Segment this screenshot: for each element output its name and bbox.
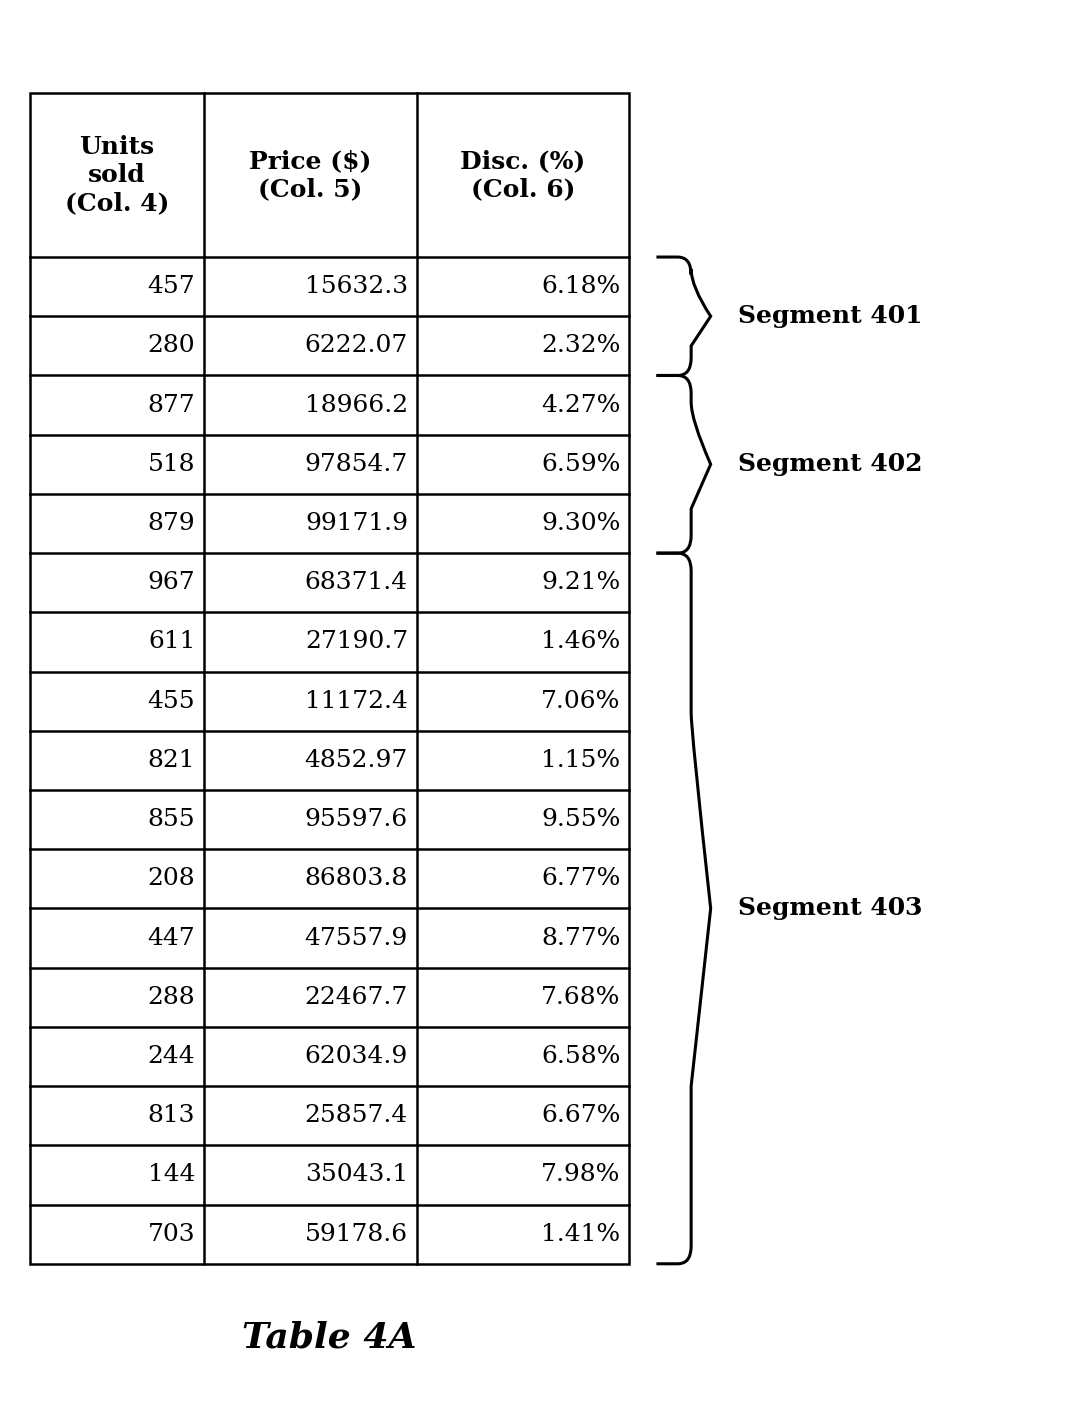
Text: Price ($)
(Col. 5): Price ($) (Col. 5) [250, 149, 371, 201]
Text: 280: 280 [148, 334, 195, 357]
Text: 455: 455 [148, 690, 195, 713]
Text: 703: 703 [148, 1222, 195, 1245]
Text: 6.59%: 6.59% [541, 453, 621, 476]
Text: 855: 855 [148, 808, 195, 831]
Text: 6222.07: 6222.07 [305, 334, 408, 357]
Text: Disc. (%)
(Col. 6): Disc. (%) (Col. 6) [460, 149, 586, 201]
Text: 288: 288 [148, 985, 195, 1008]
Text: 68371.4: 68371.4 [305, 571, 408, 594]
Text: 6.58%: 6.58% [541, 1045, 621, 1068]
Text: 9.30%: 9.30% [541, 513, 621, 536]
Text: 4852.97: 4852.97 [305, 748, 408, 773]
Text: Table 4A: Table 4A [242, 1321, 417, 1355]
Text: 821: 821 [148, 748, 195, 773]
Text: 447: 447 [148, 927, 195, 950]
Text: 35043.1: 35043.1 [305, 1164, 408, 1187]
Text: 7.06%: 7.06% [541, 690, 621, 713]
Text: 22467.7: 22467.7 [305, 985, 408, 1008]
Text: 86803.8: 86803.8 [305, 867, 408, 890]
Text: 6.77%: 6.77% [541, 867, 621, 890]
Text: 47557.9: 47557.9 [305, 927, 408, 950]
Text: 99171.9: 99171.9 [305, 513, 408, 536]
Text: 244: 244 [148, 1045, 195, 1068]
Text: 144: 144 [148, 1164, 195, 1187]
Text: 1.41%: 1.41% [541, 1222, 621, 1245]
Text: Segment 401: Segment 401 [738, 304, 922, 328]
Text: 1.46%: 1.46% [541, 631, 621, 654]
Text: 15632.3: 15632.3 [305, 276, 408, 298]
Text: 877: 877 [148, 394, 195, 417]
Text: 18966.2: 18966.2 [305, 394, 408, 417]
Text: Units
sold
(Col. 4): Units sold (Col. 4) [65, 136, 169, 214]
Text: 611: 611 [148, 631, 195, 654]
Text: Segment 402: Segment 402 [738, 453, 922, 477]
Text: 457: 457 [148, 276, 195, 298]
Text: 9.55%: 9.55% [541, 808, 621, 831]
Text: 7.98%: 7.98% [541, 1164, 621, 1187]
Text: 2.32%: 2.32% [541, 334, 621, 357]
Text: 879: 879 [148, 513, 195, 536]
Text: 97854.7: 97854.7 [305, 453, 408, 476]
Text: 208: 208 [148, 867, 195, 890]
Text: 4.27%: 4.27% [541, 394, 621, 417]
Text: 813: 813 [148, 1104, 195, 1127]
Text: 7.68%: 7.68% [541, 985, 621, 1008]
Text: 518: 518 [148, 453, 195, 476]
Text: 9.21%: 9.21% [541, 571, 621, 594]
Text: 11172.4: 11172.4 [305, 690, 408, 713]
Text: 6.67%: 6.67% [541, 1104, 621, 1127]
Text: 25857.4: 25857.4 [305, 1104, 408, 1127]
Text: 1.15%: 1.15% [541, 748, 621, 773]
Text: 6.18%: 6.18% [541, 276, 621, 298]
Text: 967: 967 [148, 571, 195, 594]
Text: 8.77%: 8.77% [541, 927, 621, 950]
Text: 95597.6: 95597.6 [305, 808, 408, 831]
Text: 62034.9: 62034.9 [305, 1045, 408, 1068]
Text: Segment 403: Segment 403 [738, 897, 922, 921]
Text: 27190.7: 27190.7 [305, 631, 408, 654]
Bar [30, 93, 629, 1264]
Text: 59178.6: 59178.6 [305, 1222, 408, 1245]
